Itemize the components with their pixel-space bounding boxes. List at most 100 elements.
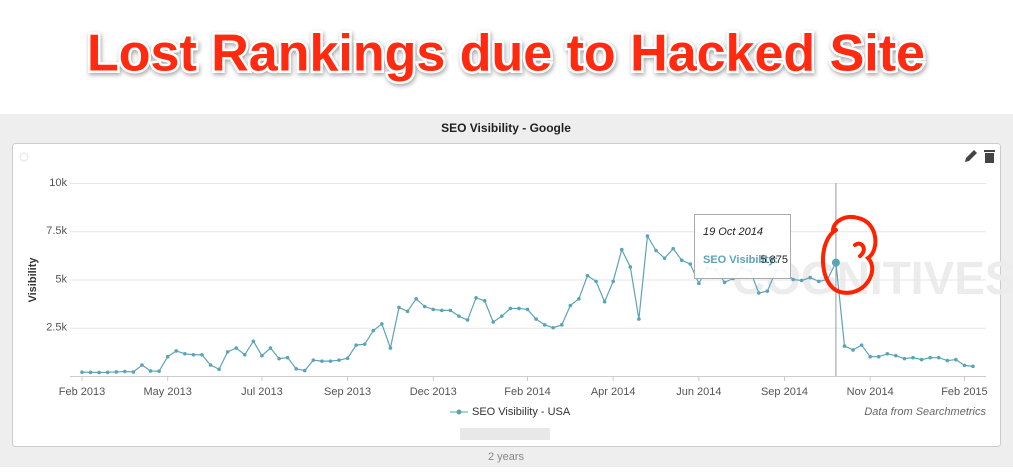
x-tick-label: Sep 2013 bbox=[324, 386, 371, 398]
data-point bbox=[251, 339, 256, 344]
data-point bbox=[611, 279, 615, 284]
y-tick-label: 7.5k bbox=[46, 225, 67, 237]
data-point bbox=[457, 314, 461, 318]
data-point bbox=[294, 367, 298, 371]
data-point bbox=[568, 303, 573, 308]
data-point bbox=[157, 369, 161, 373]
data-point bbox=[831, 258, 840, 267]
data-point bbox=[619, 247, 624, 252]
x-tick-label: Dec 2013 bbox=[410, 386, 457, 398]
data-point bbox=[354, 343, 358, 347]
data-point bbox=[585, 273, 590, 278]
data-point bbox=[371, 328, 376, 333]
data-point bbox=[525, 307, 530, 312]
data-point bbox=[242, 352, 247, 357]
data-point bbox=[114, 370, 119, 374]
data-point bbox=[105, 370, 110, 375]
data-point bbox=[697, 281, 701, 286]
data-point bbox=[277, 356, 281, 361]
legend-marker bbox=[456, 409, 462, 415]
data-point bbox=[628, 265, 633, 269]
data-point bbox=[123, 369, 127, 374]
data-point bbox=[260, 353, 264, 358]
data-point bbox=[551, 325, 556, 330]
data-point bbox=[602, 299, 607, 304]
data-point bbox=[414, 297, 418, 301]
data-point bbox=[448, 308, 453, 313]
blurred-text bbox=[460, 428, 550, 440]
data-point bbox=[757, 291, 761, 295]
data-point bbox=[465, 318, 470, 322]
data-point bbox=[808, 275, 813, 280]
data-point bbox=[902, 356, 907, 361]
data-point bbox=[208, 363, 213, 367]
data-point bbox=[645, 234, 650, 238]
x-tick-label: Jul 2013 bbox=[241, 386, 283, 398]
data-point bbox=[482, 298, 487, 303]
x-tick-label: Sep 2014 bbox=[761, 386, 808, 398]
data-point bbox=[80, 370, 84, 374]
data-point bbox=[971, 364, 975, 369]
data-point bbox=[183, 352, 187, 356]
tooltip-date: 19 Oct 2014 bbox=[703, 226, 763, 238]
y-tick-label: 5k bbox=[55, 273, 67, 285]
data-point bbox=[191, 352, 196, 357]
data-point bbox=[328, 359, 333, 363]
tooltip-value: 5.875 bbox=[760, 254, 788, 266]
tooltip-box bbox=[694, 214, 791, 279]
y-axis-label: Visibility bbox=[27, 257, 39, 303]
data-point bbox=[954, 357, 958, 362]
y-tick-label: 2.5k bbox=[46, 322, 67, 334]
delete-icon[interactable] bbox=[984, 150, 995, 163]
data-point bbox=[859, 343, 864, 347]
tooltip-label: SEO Visibility: bbox=[703, 254, 778, 266]
data-point bbox=[542, 323, 547, 327]
data-point bbox=[662, 256, 667, 261]
x-tick-label: Feb 2013 bbox=[59, 386, 105, 398]
footer: 2 years bbox=[488, 451, 525, 463]
data-point bbox=[868, 354, 872, 359]
data-point bbox=[380, 322, 384, 326]
data-point bbox=[217, 367, 221, 372]
data-point bbox=[140, 363, 144, 367]
data-point bbox=[594, 279, 598, 284]
data-point bbox=[842, 344, 847, 348]
data-point bbox=[302, 368, 307, 373]
x-tick-label: Jun 2014 bbox=[676, 386, 721, 398]
y-tick-label: 10k bbox=[49, 177, 67, 189]
data-point bbox=[876, 354, 881, 359]
data-point bbox=[285, 355, 290, 360]
data-point bbox=[799, 278, 804, 283]
data-point bbox=[919, 357, 924, 362]
credit: Data from Searchmetrics bbox=[864, 406, 986, 418]
data-point bbox=[534, 317, 538, 321]
data-point bbox=[936, 355, 941, 360]
data-point bbox=[165, 354, 170, 359]
data-point bbox=[234, 346, 239, 350]
x-tick-label: May 2013 bbox=[144, 386, 192, 398]
radio-icon[interactable] bbox=[19, 152, 29, 162]
data-point bbox=[88, 370, 93, 375]
data-point bbox=[911, 355, 915, 360]
edit-icon[interactable] bbox=[965, 150, 977, 162]
x-tick-label: Feb 2014 bbox=[504, 386, 550, 398]
data-point bbox=[517, 306, 521, 311]
data-point bbox=[962, 363, 967, 368]
data-point bbox=[97, 370, 101, 375]
annotation-circle bbox=[821, 215, 878, 295]
data-point bbox=[885, 352, 890, 356]
data-point bbox=[722, 280, 727, 285]
chart-title: SEO Visibility - Google bbox=[441, 121, 571, 135]
data-point bbox=[474, 296, 478, 300]
data-point bbox=[311, 358, 316, 362]
data-point bbox=[131, 370, 136, 374]
data-point bbox=[894, 353, 898, 358]
data-point bbox=[200, 352, 204, 357]
x-tick-label: Feb 2015 bbox=[941, 386, 987, 398]
data-point bbox=[397, 305, 401, 310]
x-tick-label: Apr 2014 bbox=[591, 386, 636, 398]
data-point bbox=[851, 348, 855, 352]
data-point bbox=[928, 355, 932, 360]
